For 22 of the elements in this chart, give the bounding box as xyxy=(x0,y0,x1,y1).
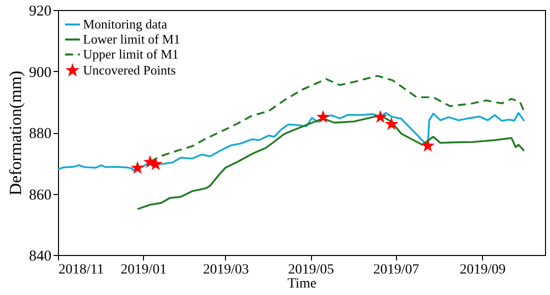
point xyxy=(384,117,398,130)
y-tick-label: 840 xyxy=(29,248,52,264)
x-tick-label: 2019/03 xyxy=(203,262,249,278)
legend-label: Uncovered Points xyxy=(83,62,176,78)
point xyxy=(374,110,388,123)
x-axis-title: Time xyxy=(287,276,317,292)
y-tick-label: 900 xyxy=(29,64,52,81)
x-tick-label: 2019/01 xyxy=(120,262,167,278)
y-tick-label: 920 xyxy=(29,4,52,20)
y-tick-label: 880 xyxy=(29,126,52,142)
point xyxy=(316,110,330,123)
x-tick-label: 2018/11 xyxy=(58,262,104,278)
legend-label: Monitoring data xyxy=(83,16,168,32)
legend-label: Lower limit of M1 xyxy=(83,32,180,46)
y-tick-label: 860 xyxy=(29,187,52,204)
legend-label: Upper limit of M1 xyxy=(83,46,179,62)
x-tick-label: 2019/05 xyxy=(288,262,334,278)
point xyxy=(130,160,144,174)
point xyxy=(421,138,435,152)
y-axis-title: Deformation(mm) xyxy=(6,70,25,196)
x-tick-label: 2019/07 xyxy=(373,262,420,278)
x-tick-label: 2019/09 xyxy=(460,262,506,278)
